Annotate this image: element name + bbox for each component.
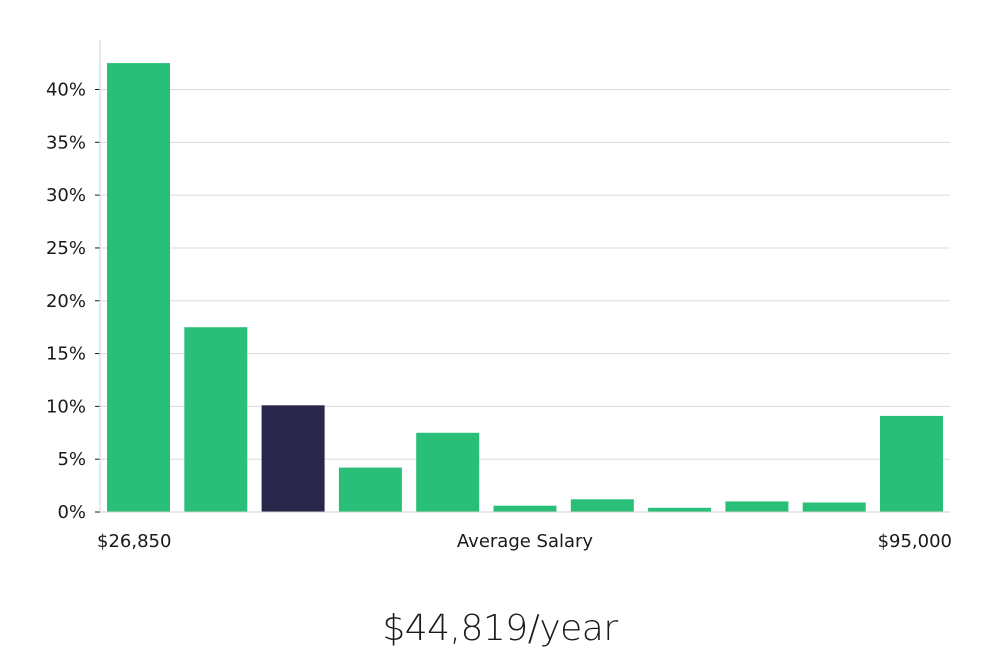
bar-3 <box>338 467 402 512</box>
y-tick-label-40: 40% <box>46 80 86 101</box>
bar-6 <box>570 499 634 512</box>
bar-4 <box>416 432 480 512</box>
x-max-label: $95,000 <box>878 531 952 552</box>
bar-1 <box>184 327 248 512</box>
bar-7 <box>648 507 712 512</box>
y-tick-label-15: 15% <box>46 344 86 365</box>
bar-8 <box>725 501 789 512</box>
x-axis-title: Average Salary <box>457 531 594 552</box>
bar-9 <box>802 502 866 512</box>
x-min-label: $26,850 <box>97 531 171 552</box>
x-labels: $26,850 Average Salary $95,000 <box>97 531 952 552</box>
y-tick-label-25: 25% <box>46 238 86 259</box>
bar-10 <box>880 415 943 512</box>
y-tick-label-5: 5% <box>57 449 86 470</box>
y-tick-label-30: 30% <box>46 185 86 206</box>
y-tick-label-0: 0% <box>57 502 86 523</box>
y-tick-label-20: 20% <box>46 291 86 312</box>
bar-highlighted-2 <box>261 405 325 512</box>
y-tick-labels: 0% 5% 10% 15% 20% 25% 30% 35% 40% <box>46 80 86 524</box>
average-salary-headline: $44,819/year <box>382 608 618 649</box>
y-tick-label-10: 10% <box>46 396 86 417</box>
bar-5 <box>493 505 557 512</box>
bars <box>107 63 943 512</box>
bar-0 <box>107 63 170 512</box>
axes <box>95 40 950 513</box>
y-tick-label-35: 35% <box>46 132 86 153</box>
